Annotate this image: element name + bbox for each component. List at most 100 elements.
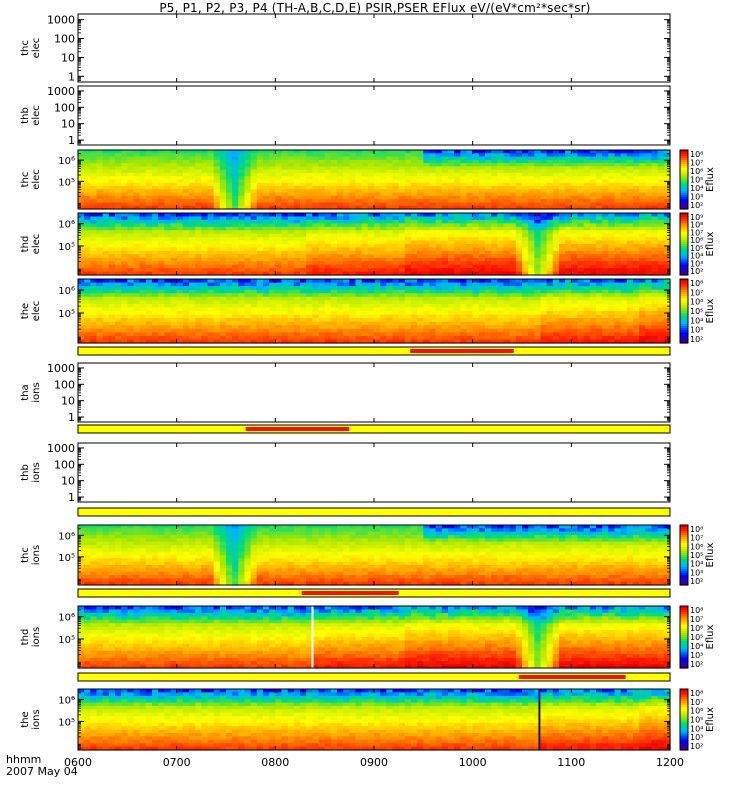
colorbar-label: Eflux — [705, 167, 716, 192]
y-tick-label: 100 — [54, 33, 75, 46]
x-axis: 0600 0700 0800 0900 1000 1100 1200 — [64, 756, 684, 769]
panel-label: thdions — [20, 627, 42, 647]
panel-tha-ions: 1000 100 10 1 thaions — [20, 362, 671, 424]
colorbar-tick-label: 10³ — [690, 651, 703, 660]
y-tick-label: 10⁶ — [58, 286, 75, 297]
colorbar-tick-label: 10⁸ — [690, 525, 703, 534]
y-tick-label: 100 — [54, 101, 75, 114]
colorbar-tick-label: 10² — [690, 335, 703, 344]
x-tick-label: 0600 — [64, 756, 92, 769]
colorbar-tick-label: 10² — [690, 660, 703, 669]
panel-label: thdelec — [20, 234, 42, 255]
colorbar-tick-label: 10⁶ — [690, 167, 703, 176]
y-tick-label: 10⁶ — [58, 156, 75, 167]
colorbar-tick-label: 10² — [690, 267, 703, 276]
colorbar-tick-label: 10⁵ — [690, 551, 703, 560]
colorbar-label: Eflux — [705, 231, 716, 256]
panel-label: thcelec — [20, 169, 42, 190]
y-tick-label: 1000 — [47, 442, 75, 455]
y-tick-label: 1 — [68, 491, 75, 504]
colorbar-tick-label: 10⁵ — [690, 633, 703, 642]
spectrogram-image — [78, 606, 671, 669]
colorbar-label: Eflux — [705, 624, 716, 649]
colorbar-tick-label: 10⁸ — [690, 221, 703, 230]
colorbar-tick-label: 10⁷ — [690, 159, 703, 168]
colorbar-tick-label: 10⁷ — [690, 698, 703, 707]
y-tick-label: 10⁵ — [58, 635, 75, 646]
y-tick-label: 10⁵ — [58, 309, 75, 320]
y-tick-label: 100 — [54, 458, 75, 471]
colorbar-tick-label: 10⁷ — [690, 534, 703, 543]
colorbar-tick-label: 10⁸ — [690, 150, 703, 159]
y-tick-label: 10 — [61, 118, 75, 131]
colorbar-tick-label: 10² — [690, 577, 703, 586]
status-flag — [301, 591, 399, 595]
x-tick-label: 1100 — [557, 756, 585, 769]
status-bar — [77, 588, 671, 598]
colorbar-tick-label: 10⁵ — [690, 307, 703, 316]
colorbar-tick-label: 10⁴ — [690, 184, 703, 193]
y-tick-label: 10⁶ — [58, 696, 75, 707]
colorbar-label: Eflux — [705, 707, 716, 732]
panels-layer: 1000100101thcelec1000100101thbelec10⁸10⁷… — [20, 13, 716, 751]
spectrogram-image — [78, 150, 671, 210]
y-tick-label: 10⁶ — [58, 613, 75, 624]
colorbar-tick-label: 10² — [690, 201, 703, 210]
y-tick-label: 10⁵ — [58, 553, 75, 564]
colorbar-tick-label: 10⁶ — [690, 298, 703, 307]
status-bars-layer — [77, 346, 671, 682]
panel-thc-elec: 1000 100 10 1 thcelec — [20, 13, 671, 83]
data-gap-line — [538, 689, 541, 750]
spectrogram-image — [78, 689, 671, 751]
panel-label: thbions — [20, 462, 42, 482]
panel-frame — [77, 85, 671, 146]
colorbar-tick-label: 10⁴ — [690, 252, 703, 261]
y-tick-label: 10⁵ — [58, 177, 75, 188]
panel-label: thaions — [20, 382, 42, 402]
panel-label: theelec — [20, 301, 42, 322]
colorbar-tick-label: 10³ — [690, 326, 703, 335]
colorbar-tick-label: 10⁸ — [690, 689, 703, 698]
y-tick-label: 1000 — [47, 14, 75, 27]
colorbar-label: Eflux — [705, 298, 716, 323]
colorbar-tick-label: 10⁹ — [690, 213, 703, 222]
status-flag — [518, 675, 626, 679]
colorbar-tick-label: 10⁸ — [690, 606, 703, 615]
colorbar-tick-label: 10³ — [690, 733, 703, 742]
chart-title: P5, P1, P2, P3, P4 (TH-A,B,C,D,E) PSIR,P… — [159, 1, 591, 15]
status-bar — [77, 672, 671, 682]
colorbar-tick-label: 10⁴ — [690, 642, 703, 651]
y-tick-label: 100 — [54, 378, 75, 391]
colorbar-tick-label: 10² — [690, 742, 703, 751]
colorbar-tick-label: 10⁵ — [690, 716, 703, 725]
status-flag — [410, 349, 514, 353]
y-tick-label: 1000 — [47, 362, 75, 375]
colorbar-tick-label: 10³ — [690, 259, 703, 268]
y-tick-label: 10 — [61, 395, 75, 408]
panel-thd-elec: 10⁹10⁸10⁷10⁶10⁵10⁴10³10²Eflux10⁶10⁵thdel… — [20, 212, 716, 276]
status-bar — [77, 507, 671, 517]
y-tick-label: 10⁶ — [58, 220, 75, 231]
panel-frame — [77, 442, 671, 503]
spectrogram-image — [78, 279, 671, 344]
colorbar-tick-label: 10⁶ — [690, 542, 703, 551]
status-bar — [77, 346, 671, 356]
panel-label: thbelec — [20, 105, 42, 126]
colorbar-tick-label: 10⁵ — [690, 244, 703, 253]
colorbar-tick-label: 10⁷ — [690, 228, 703, 237]
colorbar-tick-label: 10³ — [690, 193, 703, 202]
colorbar-tick-label: 10⁶ — [690, 624, 703, 633]
data-gap-line — [311, 606, 314, 668]
colorbar-tick-label: 10⁴ — [690, 724, 703, 733]
y-tick-label: 10⁵ — [58, 242, 75, 253]
